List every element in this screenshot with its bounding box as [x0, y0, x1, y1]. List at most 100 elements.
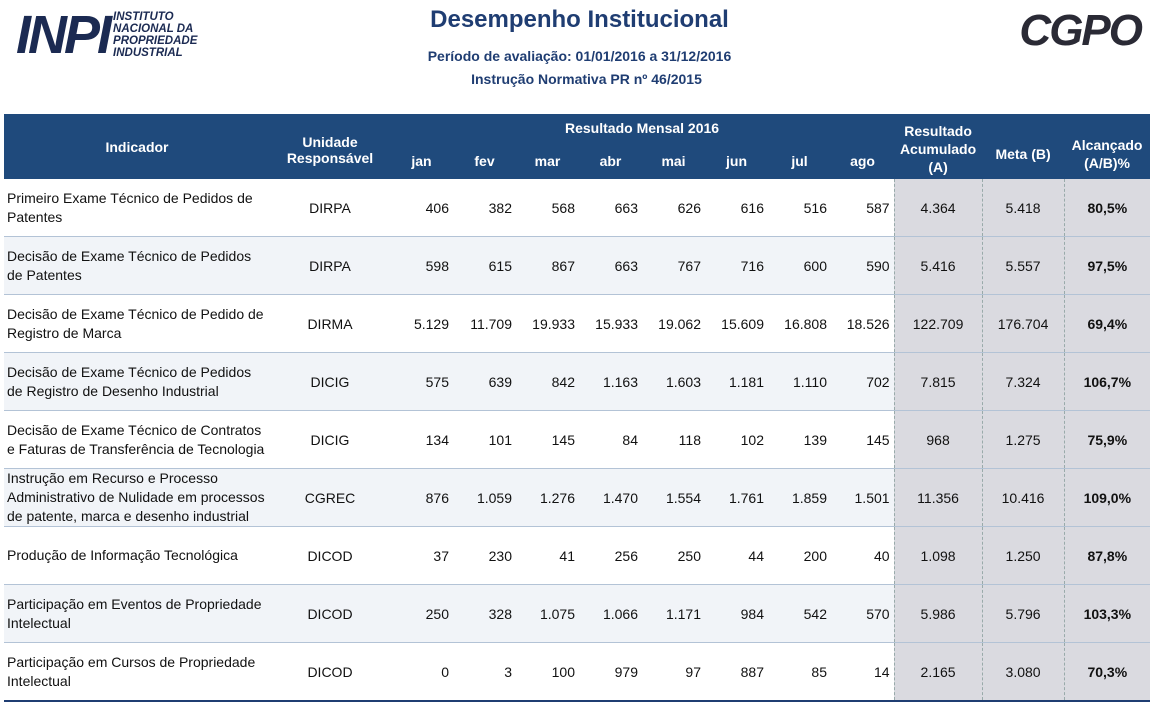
month-value-cell: 250	[642, 527, 705, 585]
month-value-cell: 716	[705, 237, 768, 295]
unidade-cell: CGREC	[270, 469, 390, 527]
acumulado-cell: 122.709	[894, 295, 982, 353]
month-value-cell: 18.526	[831, 295, 894, 353]
header-acumulado: Resultado Acumulado (A)	[894, 114, 982, 179]
month-value-cell: 102	[705, 411, 768, 469]
indicador-cell: Instrução em Recurso e Processo Administ…	[4, 469, 270, 527]
month-value-cell: 887	[705, 643, 768, 702]
month-value-cell: 15.609	[705, 295, 768, 353]
month-value-cell: 1.554	[642, 469, 705, 527]
cgpo-logo: CGPO	[1019, 6, 1141, 56]
unidade-cell: DICOD	[270, 527, 390, 585]
month-value-cell: 382	[453, 179, 516, 237]
month-value-cell: 542	[768, 585, 831, 643]
month-value-cell: 867	[516, 237, 579, 295]
month-value-cell: 600	[768, 237, 831, 295]
normative-instruction: Instrução Normativa PR nº 46/2015	[14, 71, 1159, 87]
table-row: Decisão de Exame Técnico de Pedido de Re…	[4, 295, 1150, 353]
month-value-cell: 1.470	[579, 469, 642, 527]
header-resultado-mensal: Resultado Mensal 2016	[390, 114, 894, 142]
month-value-cell: 516	[768, 179, 831, 237]
indicador-cell: Decisão de Exame Técnico de Pedidos de P…	[4, 237, 270, 295]
month-value-cell: 44	[705, 527, 768, 585]
acumulado-cell: 968	[894, 411, 982, 469]
month-value-cell: 145	[516, 411, 579, 469]
month-value-cell: 575	[390, 353, 453, 411]
month-value-cell: 118	[642, 411, 705, 469]
acumulado-cell: 7.815	[894, 353, 982, 411]
month-value-cell: 1.163	[579, 353, 642, 411]
header-month-mai: mai	[642, 142, 705, 179]
header-meta: Meta (B)	[982, 114, 1064, 179]
meta-cell: 5.557	[982, 237, 1064, 295]
month-value-cell: 1.110	[768, 353, 831, 411]
month-value-cell: 230	[453, 527, 516, 585]
alcancado-cell: 103,3%	[1064, 585, 1150, 643]
month-value-cell: 876	[390, 469, 453, 527]
indicador-cell: Participação em Eventos de Propriedade I…	[4, 585, 270, 643]
indicador-cell: Primeiro Exame Técnico de Pedidos de Pat…	[4, 179, 270, 237]
month-value-cell: 40	[831, 527, 894, 585]
month-value-cell: 587	[831, 179, 894, 237]
acumulado-cell: 4.364	[894, 179, 982, 237]
header-alcancado: Alcançado (A/B)%	[1064, 114, 1150, 179]
month-value-cell: 19.062	[642, 295, 705, 353]
alcancado-cell: 75,9%	[1064, 411, 1150, 469]
indicador-cell: Decisão de Exame Técnico de Pedidos de R…	[4, 353, 270, 411]
alcancado-cell: 69,4%	[1064, 295, 1150, 353]
month-value-cell: 1.059	[453, 469, 516, 527]
header-month-fev: fev	[453, 142, 516, 179]
header-month-ago: ago	[831, 142, 894, 179]
unidade-cell: DICIG	[270, 353, 390, 411]
month-value-cell: 101	[453, 411, 516, 469]
table-row: Instrução em Recurso e Processo Administ…	[4, 469, 1150, 527]
month-value-cell: 406	[390, 179, 453, 237]
page-header: INPI INSTITUTO NACIONAL DA PROPRIEDADE I…	[0, 0, 1159, 114]
month-value-cell: 5.129	[390, 295, 453, 353]
table-row: Decisão de Exame Técnico de Pedidos de P…	[4, 237, 1150, 295]
month-value-cell: 663	[579, 237, 642, 295]
unidade-cell: DICOD	[270, 643, 390, 702]
table-row: Produção de Informação TecnológicaDICOD3…	[4, 527, 1150, 585]
unidade-cell: DIRMA	[270, 295, 390, 353]
month-value-cell: 598	[390, 237, 453, 295]
month-value-cell: 134	[390, 411, 453, 469]
indicador-cell: Produção de Informação Tecnológica	[4, 527, 270, 585]
month-value-cell: 145	[831, 411, 894, 469]
month-value-cell: 15.933	[579, 295, 642, 353]
meta-cell: 1.275	[982, 411, 1064, 469]
alcancado-cell: 109,0%	[1064, 469, 1150, 527]
alcancado-cell: 70,3%	[1064, 643, 1150, 702]
alcancado-cell: 80,5%	[1064, 179, 1150, 237]
month-value-cell: 568	[516, 179, 579, 237]
meta-cell: 176.704	[982, 295, 1064, 353]
month-value-cell: 1.181	[705, 353, 768, 411]
month-value-cell: 85	[768, 643, 831, 702]
header-month-abr: abr	[579, 142, 642, 179]
acumulado-cell: 1.098	[894, 527, 982, 585]
table-row: Decisão de Exame Técnico de Contratos e …	[4, 411, 1150, 469]
month-value-cell: 616	[705, 179, 768, 237]
inpi-logo-text: PROPRIEDADE	[113, 35, 197, 47]
header-month-jul: jul	[768, 142, 831, 179]
month-value-cell: 842	[516, 353, 579, 411]
month-value-cell: 1.501	[831, 469, 894, 527]
month-value-cell: 979	[579, 643, 642, 702]
indicador-cell: Participação em Cursos de Propriedade In…	[4, 643, 270, 702]
month-value-cell: 1.276	[516, 469, 579, 527]
month-value-cell: 615	[453, 237, 516, 295]
table-row: Primeiro Exame Técnico de Pedidos de Pat…	[4, 179, 1150, 237]
month-value-cell: 19.933	[516, 295, 579, 353]
month-value-cell: 1.761	[705, 469, 768, 527]
table-row: Participação em Cursos de Propriedade In…	[4, 643, 1150, 702]
meta-cell: 5.796	[982, 585, 1064, 643]
month-value-cell: 626	[642, 179, 705, 237]
unidade-cell: DIRPA	[270, 237, 390, 295]
month-value-cell: 37	[390, 527, 453, 585]
month-value-cell: 41	[516, 527, 579, 585]
month-value-cell: 139	[768, 411, 831, 469]
meta-cell: 7.324	[982, 353, 1064, 411]
performance-table: Indicador Unidade Responsável Resultado …	[4, 114, 1150, 702]
unidade-cell: DICIG	[270, 411, 390, 469]
month-value-cell: 767	[642, 237, 705, 295]
